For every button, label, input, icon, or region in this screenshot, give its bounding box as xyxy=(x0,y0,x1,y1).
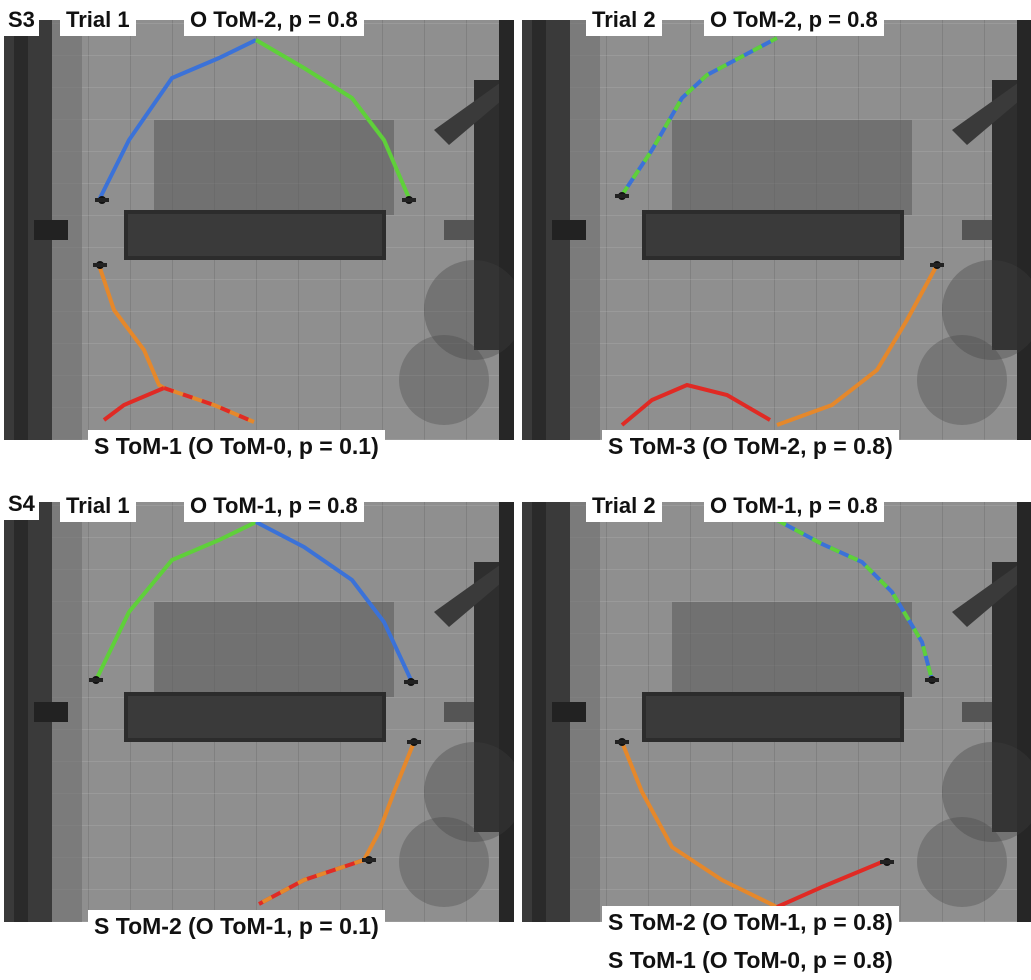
scene-image xyxy=(522,502,1031,922)
scene-image xyxy=(522,20,1031,440)
path-orange xyxy=(362,741,416,861)
trial-label: Trial 1 xyxy=(60,490,136,522)
agent-marker xyxy=(880,858,894,866)
trial-label: Trial 2 xyxy=(586,490,662,522)
path-red xyxy=(620,382,772,427)
path-blue xyxy=(620,36,778,197)
path-orange xyxy=(776,264,939,427)
trial-label: Trial 2 xyxy=(586,4,662,36)
scenario-label-s4: S4 xyxy=(4,488,39,520)
subject-label: S ToM-1 (O ToM-0, p = 0.8) xyxy=(602,944,899,976)
trajectory-panel-s4-trial1 xyxy=(4,502,514,922)
agent-marker xyxy=(404,678,418,686)
path-red xyxy=(776,860,883,909)
path-green xyxy=(254,38,411,199)
scenario-label-s3: S3 xyxy=(4,4,39,36)
agent-marker xyxy=(89,676,103,684)
scene-image xyxy=(4,20,514,440)
agent-marker xyxy=(615,192,629,200)
path-red xyxy=(258,858,365,906)
path-orange xyxy=(97,264,166,390)
subject-label: S ToM-1 (O ToM-0, p = 0.1) xyxy=(88,430,385,462)
subject-label: S ToM-2 (O ToM-1, p = 0.1) xyxy=(88,910,385,942)
path-orange xyxy=(620,741,778,909)
trajectory-panel-s3-trial1 xyxy=(4,20,514,440)
agent-marker xyxy=(407,738,421,746)
trajectory-panel-s4-trial2 xyxy=(522,502,1031,922)
observer-label: O ToM-2, p = 0.8 xyxy=(184,4,364,36)
agent-marker xyxy=(93,261,107,269)
observer-label: O ToM-1, p = 0.8 xyxy=(184,490,364,522)
path-blue xyxy=(255,520,413,681)
subject-label: S ToM-2 (O ToM-1, p = 0.8) xyxy=(602,906,899,938)
path-red xyxy=(102,386,165,422)
path-green-dash xyxy=(776,518,934,681)
path-blue xyxy=(97,38,257,201)
trial-label: Trial 1 xyxy=(60,4,136,36)
agent-marker xyxy=(95,196,109,204)
subject-label: S ToM-3 (O ToM-2, p = 0.8) xyxy=(602,430,899,462)
path-green xyxy=(94,520,257,681)
agent-marker xyxy=(402,196,416,204)
scene-image xyxy=(4,502,514,922)
path-red-orange-dash-overlay xyxy=(163,386,255,424)
observer-label: O ToM-2, p = 0.8 xyxy=(704,4,884,36)
agent-marker xyxy=(615,738,629,746)
trajectory-panel-s3-trial2 xyxy=(522,20,1031,440)
agent-marker xyxy=(930,261,944,269)
observer-label: O ToM-1, p = 0.8 xyxy=(704,490,884,522)
agent-marker xyxy=(925,676,939,684)
path-red-orange-dash xyxy=(258,858,365,906)
